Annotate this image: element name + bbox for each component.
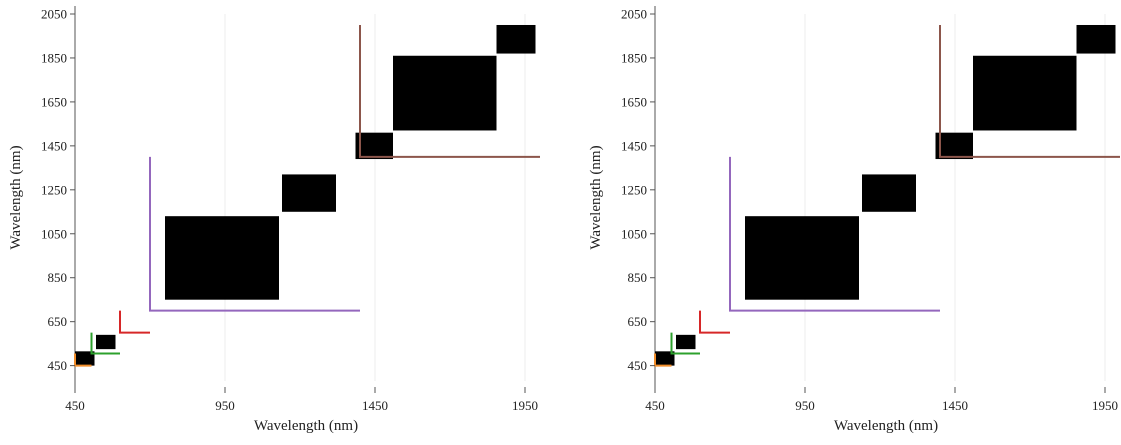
y-tick-label: 1450	[621, 138, 647, 153]
y-tick-label: 1050	[621, 226, 647, 241]
data-block	[1076, 24, 1116, 54]
band-corner-marker	[939, 24, 1120, 158]
y-tick-label: 1650	[41, 94, 67, 109]
y-tick-label: 850	[628, 270, 648, 285]
x-tick-label: 450	[65, 398, 85, 413]
y-tick-label: 1450	[41, 138, 67, 153]
data-block	[862, 174, 916, 212]
y-axis-title: Wavelength (nm)	[588, 145, 604, 249]
x-tick-label: 450	[645, 398, 665, 413]
y-axis-title: Wavelength (nm)	[8, 145, 24, 249]
data-block	[282, 174, 336, 212]
data-block	[745, 216, 859, 300]
y-tick-label: 2050	[621, 7, 647, 22]
y-tick-label: 650	[48, 314, 68, 329]
x-tick-label: 950	[795, 398, 815, 413]
x-tick-label: 1450	[942, 398, 968, 413]
data-block	[96, 334, 116, 350]
data-block	[655, 351, 675, 366]
data-block	[355, 132, 393, 160]
y-tick-label: 1850	[621, 50, 647, 65]
data-block	[165, 216, 279, 300]
data-block	[973, 55, 1077, 131]
chart-panel-2: 450 650 850 1050 1250 1450 1650 1850 2050 450 950 1…	[588, 6, 1120, 434]
data-block	[935, 132, 973, 160]
x-axis-title: Wavelength (nm)	[834, 418, 938, 434]
chart-panel-1: 450 650 850 1050 1250 1450 1650 1850 2050 450 950 1…	[8, 6, 540, 434]
data-block	[496, 24, 536, 54]
band-corner-marker	[119, 310, 150, 334]
x-axis-title: Wavelength (nm)	[254, 418, 358, 434]
band-corner-marker	[729, 156, 940, 312]
y-tick-label: 850	[48, 270, 68, 285]
y-tick-label: 1850	[41, 50, 67, 65]
x-tick-label: 950	[215, 398, 235, 413]
y-tick-label: 1250	[621, 182, 647, 197]
data-block	[75, 351, 95, 366]
y-tick-label: 1650	[621, 94, 647, 109]
y-tick-label: 1250	[41, 182, 67, 197]
band-corner-marker	[359, 24, 540, 158]
y-tick-label: 450	[628, 358, 648, 373]
band-corner-marker	[699, 310, 730, 334]
y-tick-label: 1050	[41, 226, 67, 241]
band-corner-marker	[90, 332, 120, 355]
x-tick-label: 1450	[362, 398, 388, 413]
band-corner-marker	[670, 332, 700, 355]
y-tick-label: 650	[628, 314, 648, 329]
x-tick-label: 1950	[512, 398, 538, 413]
x-tick-label: 1950	[1092, 398, 1118, 413]
data-block	[676, 334, 696, 350]
y-tick-label: 450	[48, 358, 68, 373]
band-corner-marker	[149, 156, 360, 312]
data-block	[393, 55, 497, 131]
y-tick-label: 2050	[41, 7, 67, 22]
